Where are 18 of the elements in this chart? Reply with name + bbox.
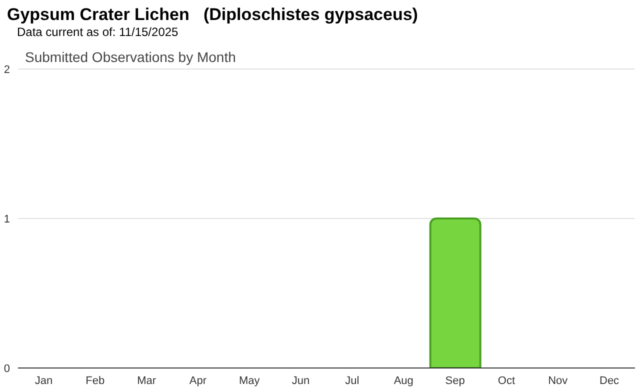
x-tick-label: Nov: [548, 374, 568, 387]
chart-title: Gypsum Crater Lichen (Diploschistes gypsaceus): [7, 5, 418, 25]
chart-subtitle: Data current as of: 11/15/2025: [17, 25, 178, 39]
text: Submitted Observations by Month: [25, 49, 236, 65]
x-tick-label: Oct: [498, 374, 516, 387]
x-tick-label: May: [238, 374, 260, 387]
x-tick-label: Feb: [86, 374, 105, 387]
y-tick-label: 2: [4, 64, 10, 76]
x-tick-label: Aug: [394, 374, 414, 387]
x-tick-label: Mar: [137, 374, 156, 387]
x-tick-label: Jul: [345, 374, 360, 387]
x-tick-label: Apr: [189, 374, 207, 387]
y-tick-label: 0: [4, 362, 10, 375]
x-tick-label: Dec: [600, 374, 620, 387]
x-tick-label: Sep: [445, 374, 465, 387]
x-tick-label: Jun: [292, 374, 310, 387]
y-tick-label: 1: [4, 213, 10, 226]
x-tick-label: Jan: [34, 374, 53, 387]
